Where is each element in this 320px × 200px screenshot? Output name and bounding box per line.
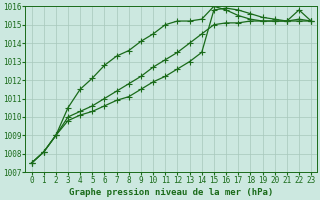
X-axis label: Graphe pression niveau de la mer (hPa): Graphe pression niveau de la mer (hPa) xyxy=(69,188,274,197)
